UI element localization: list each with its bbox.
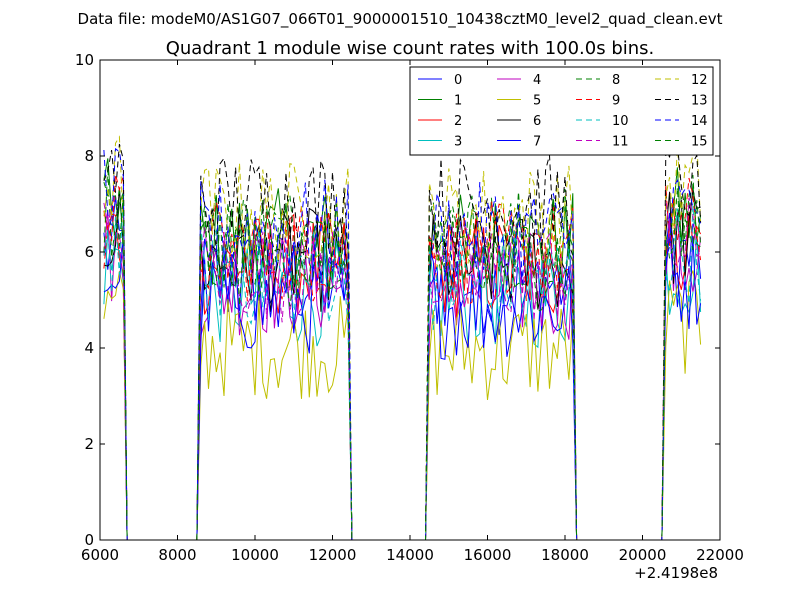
series-line-0: [103, 196, 702, 541]
plot-lines: [103, 135, 702, 541]
y-tick-label: 8: [84, 147, 94, 165]
series-line-13: [103, 135, 702, 541]
series-line-7: [103, 233, 702, 541]
x-tick-label: 22000: [696, 546, 744, 564]
x-tick-label: 8000: [158, 546, 196, 564]
legend-label: 12: [691, 73, 708, 88]
legend-label: 0: [454, 73, 462, 88]
legend-label: 1: [454, 94, 462, 109]
legend-label: 10: [612, 114, 629, 129]
y-tick-label: 6: [84, 243, 94, 261]
y-tick-label: 2: [84, 435, 94, 453]
series-line-10: [103, 194, 702, 541]
series-line-15: [103, 181, 702, 541]
legend-label: 6: [533, 114, 541, 129]
x-tick-label: 6000: [81, 546, 119, 564]
legend-label: 8: [612, 73, 620, 88]
legend-box: [409, 66, 714, 156]
legend-label: 4: [533, 73, 541, 88]
y-tick-label: 4: [84, 339, 94, 357]
legend-label: 9: [612, 94, 620, 109]
series-line-1: [103, 158, 702, 541]
series-line-11: [103, 195, 701, 541]
legend-label: 7: [533, 135, 541, 150]
legend-label: 13: [691, 94, 708, 109]
axis-ticks: 6000 8000 10000 12000 14000 16000 18000 20000 22…: [75, 51, 744, 564]
x-tick-label: 14000: [386, 546, 434, 564]
series-line-3: [103, 230, 702, 541]
y-tick-label: 0: [84, 531, 94, 549]
legend-label: 14: [691, 114, 708, 129]
x-tick-label: 20000: [619, 546, 667, 564]
x-offset-label: +2.4198e8: [634, 564, 718, 582]
x-tick-label: 18000: [541, 546, 589, 564]
series-line-12: [103, 135, 702, 541]
series-line-14: [103, 147, 702, 541]
legend-label: 15: [691, 135, 708, 150]
legend-label: 5: [533, 94, 541, 109]
x-tick-label: 10000: [231, 546, 279, 564]
legend-label: 3: [454, 135, 462, 150]
series-line-4: [103, 209, 702, 541]
series-line-8: [103, 165, 701, 541]
series-line-9: [103, 174, 702, 541]
series-line-6: [103, 187, 701, 541]
x-tick-label: 12000: [309, 546, 357, 564]
series-line-2: [103, 198, 702, 541]
chart-title: Quadrant 1 module wise count rates with …: [166, 38, 655, 59]
x-tick-label: 16000: [464, 546, 512, 564]
legend-label: 2: [454, 114, 462, 129]
suptitle: Data file: modeM0/AS1G07_066T01_90000015…: [78, 10, 723, 29]
y-tick-label: 10: [75, 51, 94, 69]
legend-label: 11: [612, 135, 629, 150]
series-line-5: [103, 270, 702, 541]
